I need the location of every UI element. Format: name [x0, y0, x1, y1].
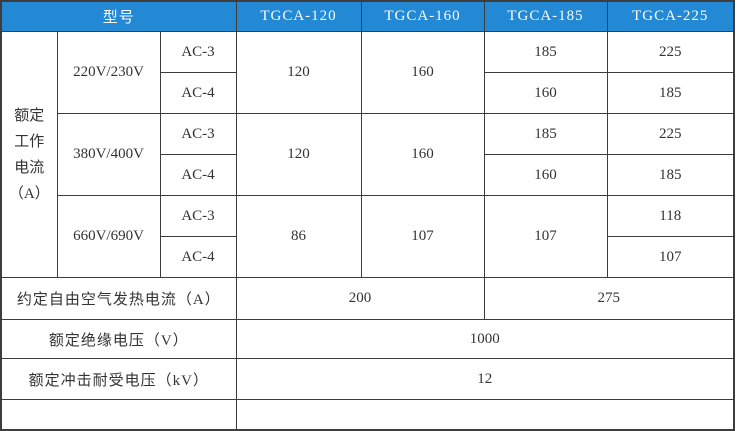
value-380v-ac4-tgca225: 185 [606, 154, 735, 196]
row-220v-ac3: 额定 工作 电流 （A） 220V/230V AC-3 120 160 185 … [0, 31, 735, 278]
value-220v-tgca120: 120 [235, 31, 362, 114]
voltage-660v-cell: 660V/690V [56, 195, 161, 278]
partial-value-cell [235, 399, 735, 430]
thermal-current-label: 约定自由空气发热电流（A） [0, 277, 237, 320]
row-thermal-current: 约定自由空气发热电流（A） 200 275 [0, 277, 735, 320]
rated-current-label-line: 工作 [14, 133, 45, 150]
thermal-current-value-120-160: 200 [235, 277, 485, 320]
value-660v-tgca120: 86 [235, 195, 362, 278]
row-660v-ac3: 660V/690V AC-3 86 107 107 118 [1, 195, 735, 278]
row-380v-ac4: AC-4 160 185 [1, 154, 735, 196]
rated-current-label-cell: 额定 工作 电流 （A） [0, 31, 58, 278]
header-row: 型号 TGCA-120 TGCA-160 TGCA-185 TGCA-225 [0, 0, 735, 32]
value-660v-tgca185: 107 [483, 195, 608, 278]
ac4-label-cell: AC-4 [159, 154, 237, 196]
rated-current-label-line: 额定 [14, 107, 45, 124]
row-220v-ac4: AC-4 160 185 [1, 72, 735, 114]
impulse-voltage-value: 12 [235, 358, 735, 400]
value-660v-tgca160: 107 [360, 195, 485, 278]
value-220v-ac3-tgca225: 225 [606, 31, 735, 73]
ac3-label-cell: AC-3 [159, 113, 237, 155]
row-380v-ac3: 380V/400V AC-3 120 160 185 225 [1, 113, 735, 196]
ac3-label-cell: AC-3 [159, 195, 237, 237]
insulation-voltage-label: 额定绝缘电压（V） [0, 319, 237, 359]
column-header-tgca225: TGCA-225 [606, 0, 735, 32]
value-380v-ac3-tgca225: 225 [606, 113, 735, 155]
voltage-380v-cell: 380V/400V [56, 113, 161, 196]
value-220v-tgca160: 160 [360, 31, 485, 114]
ac3-label-cell: AC-3 [159, 31, 237, 73]
insulation-voltage-value: 1000 [235, 319, 735, 359]
value-220v-ac4-tgca185: 160 [483, 72, 608, 114]
row-impulse-voltage: 额定冲击耐受电压（kV） 12 [0, 358, 735, 400]
rated-current-label-line: （A） [8, 185, 50, 202]
ac4-label-cell: AC-4 [159, 72, 237, 114]
voltage-220v-cell: 220V/230V [56, 31, 161, 114]
value-380v-ac4-tgca185: 160 [483, 154, 608, 196]
value-380v-tgca120: 120 [235, 113, 362, 196]
model-header-cell: 型号 [0, 0, 237, 32]
row-insulation-voltage: 额定绝缘电压（V） 1000 [0, 319, 735, 359]
row-660v-ac4: AC-4 107 [1, 236, 735, 278]
row-partial-clipped [0, 399, 735, 430]
rated-current-label-line: 电流 [14, 159, 45, 176]
impulse-voltage-label: 额定冲击耐受电压（kV） [0, 358, 237, 400]
partial-label-cell [0, 399, 237, 430]
value-660v-ac4-tgca225: 107 [606, 236, 735, 278]
column-header-tgca120: TGCA-120 [235, 0, 362, 32]
value-660v-ac3-tgca225: 118 [606, 195, 735, 237]
column-header-tgca160: TGCA-160 [360, 0, 485, 32]
value-220v-ac3-tgca185: 185 [483, 31, 608, 73]
column-header-tgca185: TGCA-185 [483, 0, 608, 32]
value-380v-ac3-tgca185: 185 [483, 113, 608, 155]
thermal-current-value-185-225: 275 [483, 277, 735, 320]
ac4-label-cell: AC-4 [159, 236, 237, 278]
value-220v-ac4-tgca225: 185 [606, 72, 735, 114]
value-380v-tgca160: 160 [360, 113, 485, 196]
